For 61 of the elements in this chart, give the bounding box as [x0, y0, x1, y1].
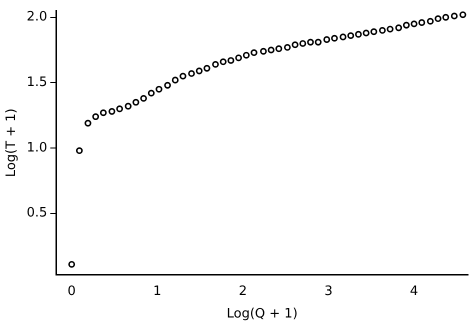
point	[156, 86, 162, 93]
y-tick-label: 1.0	[26, 140, 48, 156]
point	[84, 120, 92, 127]
point	[418, 19, 426, 26]
point	[116, 105, 124, 112]
y-tick-label: 1.5	[26, 75, 48, 90]
point	[402, 22, 410, 29]
point	[92, 113, 100, 120]
point	[188, 70, 195, 77]
point	[108, 108, 116, 115]
x-axis-title: Log(Q + 1)	[226, 306, 298, 322]
y-tick-label: 0.5	[26, 206, 48, 221]
point	[132, 98, 140, 106]
y-axis-title: Log(T + 1)	[4, 108, 20, 178]
point	[426, 18, 434, 25]
point	[379, 27, 386, 34]
point	[410, 20, 418, 28]
point	[212, 60, 219, 68]
point	[362, 30, 370, 36]
point	[284, 44, 291, 51]
point	[227, 57, 234, 64]
point	[260, 48, 267, 55]
point	[299, 40, 306, 47]
x-tick-label: 3	[324, 284, 333, 299]
point	[68, 260, 76, 268]
x-tick-label: 2	[238, 284, 248, 299]
x-tick-label: 1	[153, 284, 162, 299]
point	[250, 49, 258, 56]
point	[275, 45, 282, 52]
y-tick-label: 2.0	[26, 10, 48, 25]
point	[450, 12, 458, 20]
point	[100, 109, 107, 116]
point	[459, 11, 466, 18]
point	[242, 52, 250, 59]
point	[76, 147, 83, 154]
point	[314, 38, 322, 46]
point	[434, 15, 442, 22]
point	[355, 30, 362, 38]
point	[164, 82, 171, 89]
point	[204, 64, 210, 72]
x-tick-label: 4	[410, 284, 418, 299]
point	[370, 28, 378, 36]
point	[386, 26, 394, 32]
point	[340, 34, 346, 40]
point	[307, 38, 314, 46]
point	[323, 36, 330, 43]
point	[220, 58, 227, 66]
point	[347, 32, 354, 40]
point	[331, 34, 338, 42]
point	[442, 14, 450, 21]
x-tick-label: 0	[68, 284, 76, 299]
point	[124, 102, 132, 110]
point	[235, 54, 242, 62]
point	[148, 90, 155, 97]
point	[172, 76, 179, 84]
point	[140, 94, 147, 102]
point	[292, 41, 298, 48]
point	[268, 46, 275, 54]
point	[196, 68, 203, 74]
point	[395, 24, 402, 32]
point	[180, 72, 186, 80]
